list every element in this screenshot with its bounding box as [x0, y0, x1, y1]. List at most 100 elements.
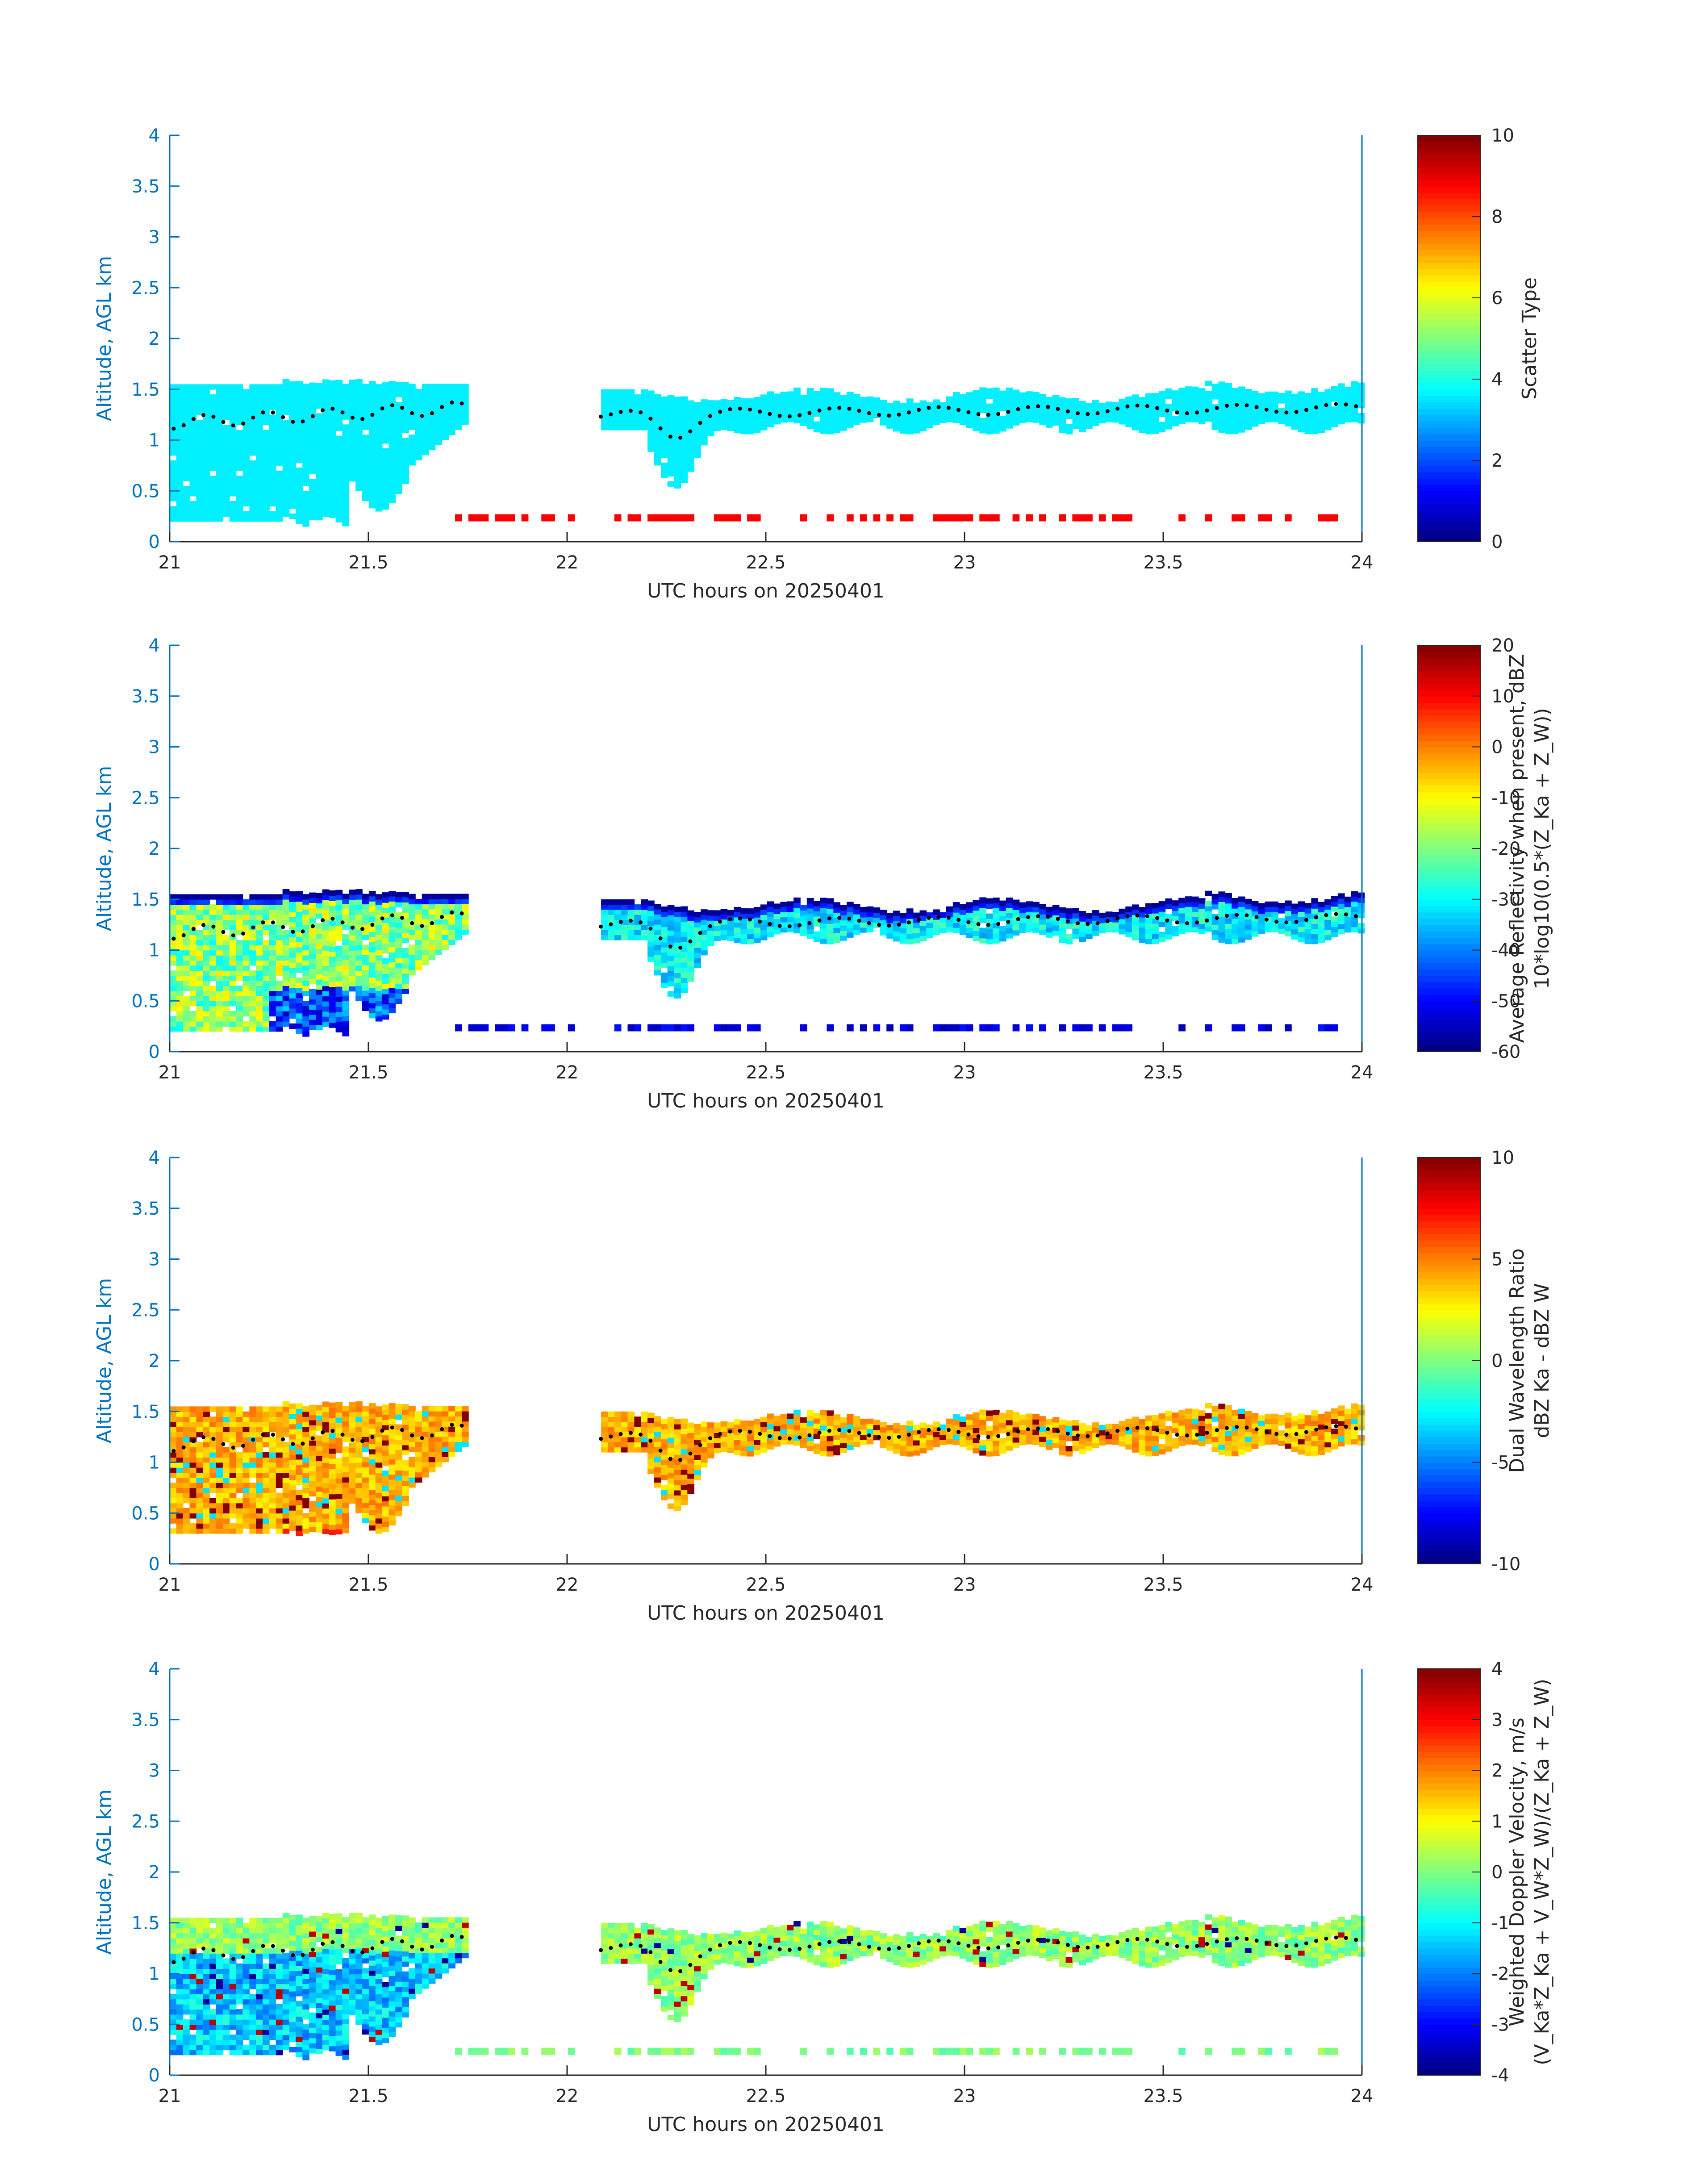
heatmap-cell — [382, 387, 389, 393]
heatmap-cell — [222, 904, 230, 910]
heatmap-cell — [1258, 418, 1265, 424]
heatmap-cell — [222, 1503, 230, 1508]
heatmap-cell — [1304, 403, 1312, 409]
heatmap-cell — [216, 1492, 223, 1498]
trace-point — [827, 406, 831, 411]
heatmap-cell — [276, 986, 283, 991]
heatmap-cell — [183, 1426, 190, 1433]
heatmap-cell — [986, 898, 993, 904]
heatmap-cell — [229, 1528, 237, 1534]
heatmap-cell — [462, 419, 469, 425]
colorbar-segment — [1418, 906, 1480, 913]
heatmap-cell — [787, 406, 794, 412]
heatmap-cell — [329, 390, 336, 396]
heatmap-cell — [322, 981, 330, 986]
heatmap-cell — [1244, 419, 1252, 425]
heatmap-cell — [282, 384, 290, 390]
heatmap-cell — [322, 511, 330, 517]
heatmap-cell — [395, 999, 402, 1004]
heatmap-cell — [660, 447, 668, 453]
heatmap-cell — [176, 409, 184, 415]
heatmap-cell — [249, 1006, 257, 1011]
heatmap-cell — [601, 399, 608, 405]
heatmap-cell — [1098, 912, 1106, 919]
heatmap-cell — [335, 905, 343, 911]
heatmap-cell — [256, 501, 263, 507]
heatmap-cell — [322, 491, 330, 497]
heatmap-cell — [455, 919, 462, 925]
heatmap-cell — [289, 1495, 296, 1500]
heatmap-cell — [694, 432, 701, 438]
heatmap-cell — [170, 399, 177, 405]
heatmap-cell — [329, 446, 336, 452]
trace-point — [350, 925, 355, 930]
heatmap-cell — [242, 1513, 250, 1519]
heatmap-cell — [647, 411, 655, 417]
heatmap-cell — [382, 943, 389, 949]
heatmap-cell — [203, 899, 210, 905]
heatmap-cell — [342, 898, 350, 904]
heatmap-cell — [933, 909, 940, 915]
heatmap-cell — [1198, 393, 1206, 399]
heatmap-cell — [316, 928, 323, 934]
heatmap-cell — [727, 400, 735, 406]
heatmap-cell — [296, 1515, 303, 1521]
heatmap-cell — [1158, 932, 1166, 937]
heatmap-cell — [435, 389, 443, 394]
heatmap-cell — [282, 445, 290, 451]
heatmap-cell — [448, 914, 455, 920]
heatmap-cell — [216, 450, 223, 456]
heatmap-cell — [209, 894, 217, 900]
clutter-cell — [1079, 514, 1086, 522]
heatmap-cell — [355, 445, 363, 451]
heatmap-cell — [681, 927, 688, 932]
heatmap-cell — [216, 894, 223, 900]
heatmap-cell — [1244, 919, 1252, 925]
colorbar-segment — [1418, 772, 1480, 779]
heatmap-cell — [714, 420, 721, 426]
heatmap-cell — [222, 481, 230, 486]
heatmap-cell — [1178, 418, 1186, 424]
heatmap-cell — [176, 501, 184, 507]
heatmap-cell — [282, 470, 290, 476]
heatmap-cell — [183, 986, 190, 991]
heatmap-cell — [840, 915, 847, 921]
heatmap-cell — [827, 388, 834, 394]
heatmap-cell — [289, 907, 296, 912]
heatmap-cell — [282, 930, 290, 936]
heatmap-cell — [256, 1001, 263, 1007]
heatmap-cell — [309, 1506, 316, 1512]
heatmap-cell — [269, 455, 276, 461]
heatmap-cell — [674, 907, 681, 912]
heatmap-cell — [335, 390, 343, 396]
heatmap-cell — [289, 922, 296, 928]
heatmap-cell — [1331, 411, 1338, 417]
heatmap-cell — [388, 921, 396, 927]
heatmap-cell — [674, 967, 681, 974]
heatmap-cell — [1285, 405, 1292, 411]
heatmap-cell — [355, 904, 363, 910]
heatmap-cell — [382, 938, 389, 944]
heatmap-cell — [349, 455, 356, 461]
heatmap-cell — [1006, 903, 1013, 908]
heatmap-cell — [660, 468, 668, 473]
heatmap-cell — [793, 397, 801, 403]
heatmap-cell — [322, 1498, 330, 1504]
heatmap-cell — [342, 394, 350, 400]
heatmap-cell — [1125, 396, 1132, 402]
heatmap-cell — [428, 898, 436, 905]
trace-point — [1304, 408, 1308, 412]
trace-point — [906, 920, 911, 925]
heatmap-cell — [1324, 930, 1332, 936]
heatmap-cell — [388, 386, 396, 392]
heatmap-cell — [395, 478, 402, 484]
heatmap-cell — [296, 1433, 303, 1439]
heatmap-cell — [242, 1432, 250, 1437]
heatmap-cell — [276, 491, 283, 497]
colorbar-segment — [1418, 715, 1480, 722]
heatmap-cell — [428, 904, 436, 910]
heatmap-cell — [249, 1417, 257, 1422]
heatmap-cell — [256, 384, 263, 390]
heatmap-cell — [216, 965, 223, 971]
